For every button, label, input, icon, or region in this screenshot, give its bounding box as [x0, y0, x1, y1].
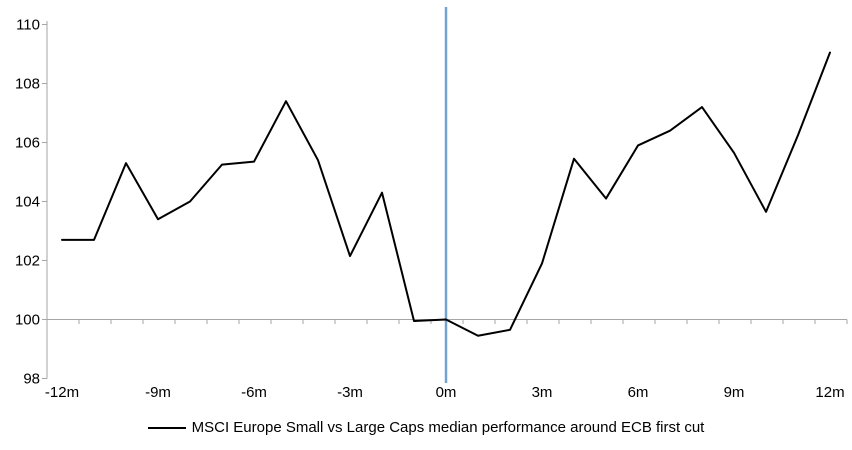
x-axis-label: 9m [724, 384, 745, 401]
legend-label: MSCI Europe Small vs Large Caps median p… [191, 419, 705, 436]
legend-line-sample-icon [147, 426, 186, 429]
y-axis-label: 108 [15, 76, 40, 93]
y-axis-label: 104 [15, 194, 40, 211]
y-axis-label: 110 [16, 17, 40, 34]
y-axis-label: 102 [15, 253, 40, 270]
x-axis-label: 12m [815, 384, 844, 401]
x-axis-label: 6m [628, 384, 649, 401]
x-axis-label: 3m [532, 384, 553, 401]
x-axis-label: 0m [436, 384, 457, 401]
x-axis-label: -12m [45, 384, 79, 401]
y-axis-label: 98 [23, 371, 40, 388]
legend: MSCI Europe Small vs Large Caps median p… [0, 419, 852, 436]
x-axis-label: -9m [145, 384, 171, 401]
y-axis-label: 106 [15, 135, 40, 152]
y-axis-label: 100 [15, 312, 40, 329]
x-axis-label: -6m [241, 384, 267, 401]
series-line [61, 51, 831, 337]
x-axis-label: -3m [337, 384, 363, 401]
